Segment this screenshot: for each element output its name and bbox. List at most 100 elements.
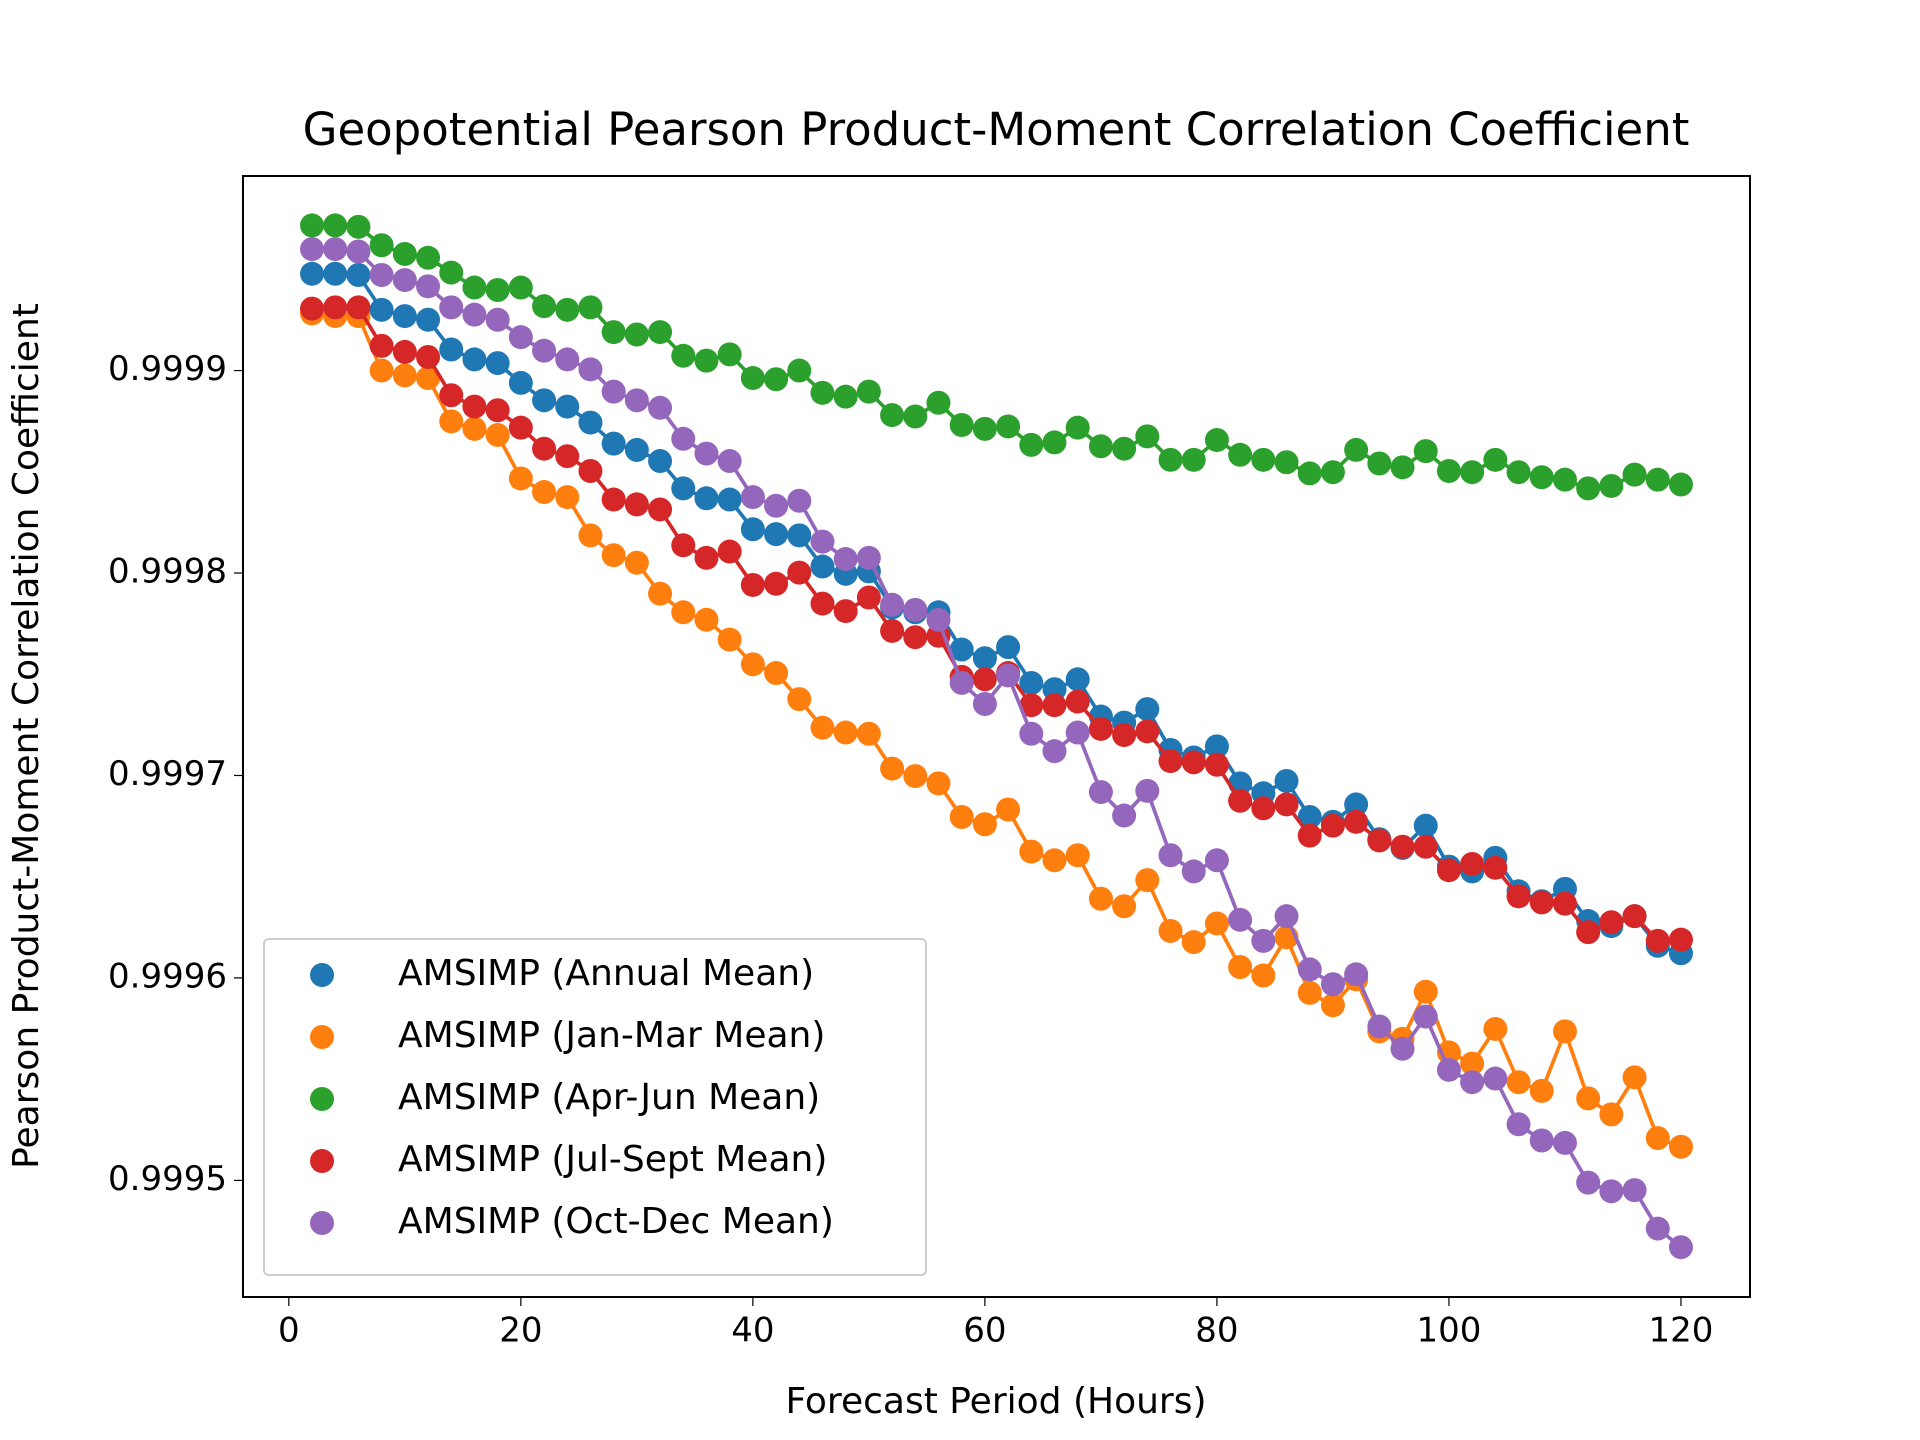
data-point	[926, 771, 951, 796]
data-point	[1274, 450, 1299, 475]
data-point	[416, 274, 441, 299]
data-point	[717, 539, 742, 564]
data-point	[1320, 460, 1345, 485]
data-point	[555, 394, 580, 419]
legend-marker	[310, 1211, 334, 1235]
data-point	[1204, 848, 1229, 873]
data-point	[1042, 739, 1067, 764]
data-point	[439, 337, 464, 362]
data-point	[1228, 442, 1253, 467]
data-point	[532, 436, 557, 461]
data-point	[1251, 928, 1276, 953]
data-point	[648, 395, 673, 420]
legend-marker	[310, 1087, 334, 1111]
data-point	[694, 441, 719, 466]
data-point	[1135, 697, 1160, 722]
data-point	[972, 646, 997, 671]
data-point	[624, 437, 649, 462]
data-point	[1576, 920, 1601, 945]
data-point	[392, 304, 417, 329]
data-point	[392, 241, 417, 266]
data-point	[1599, 1102, 1624, 1127]
data-point	[624, 388, 649, 413]
data-point	[1228, 954, 1253, 979]
data-point	[578, 410, 603, 435]
y-tick-label: 0.9996	[108, 956, 227, 996]
data-point	[369, 358, 394, 383]
data-point	[532, 294, 557, 319]
data-point	[532, 338, 557, 363]
data-point	[1065, 689, 1090, 714]
data-point	[369, 233, 394, 258]
data-point	[1274, 904, 1299, 929]
data-point	[555, 297, 580, 322]
data-point	[810, 554, 835, 579]
data-point	[996, 663, 1021, 688]
axes-frame	[242, 175, 1751, 1298]
data-point	[1460, 460, 1485, 485]
data-point	[1413, 813, 1438, 838]
data-point	[1088, 780, 1113, 805]
data-point	[1065, 667, 1090, 692]
data-point	[671, 476, 696, 501]
data-point	[578, 523, 603, 548]
x-tick-label: 20	[499, 1311, 542, 1351]
data-point	[810, 715, 835, 740]
data-point	[485, 307, 510, 332]
data-point	[717, 627, 742, 652]
data-point	[601, 543, 626, 568]
data-point	[1204, 734, 1229, 759]
data-point	[787, 358, 812, 383]
data-point	[1088, 716, 1113, 741]
data-point	[601, 431, 626, 456]
data-point	[1645, 467, 1670, 492]
data-point	[416, 344, 441, 369]
data-point	[439, 409, 464, 434]
data-point	[1529, 1078, 1554, 1103]
data-point	[1460, 851, 1485, 876]
data-point	[810, 591, 835, 616]
data-point	[740, 485, 765, 510]
data-point	[1228, 788, 1253, 813]
data-point	[624, 322, 649, 347]
data-point	[996, 797, 1021, 822]
data-point	[880, 592, 905, 617]
data-point	[1019, 693, 1044, 718]
data-point	[1135, 778, 1160, 803]
data-point	[764, 661, 789, 686]
data-point	[439, 295, 464, 320]
data-point	[508, 415, 533, 440]
data-point	[346, 214, 371, 239]
data-point	[1042, 693, 1067, 718]
data-point	[996, 635, 1021, 660]
data-point	[740, 517, 765, 542]
data-point	[1320, 993, 1345, 1018]
data-point	[1019, 721, 1044, 746]
data-point	[1622, 1178, 1647, 1203]
data-point	[346, 295, 371, 320]
data-point	[300, 237, 325, 262]
data-point	[1599, 910, 1624, 935]
data-point	[1019, 432, 1044, 457]
data-point	[1344, 792, 1369, 817]
data-point	[717, 449, 742, 474]
data-point	[624, 492, 649, 517]
data-point	[694, 607, 719, 632]
data-point	[1576, 1170, 1601, 1195]
data-point	[1622, 1065, 1647, 1090]
data-point	[1135, 424, 1160, 449]
data-point	[1158, 843, 1183, 868]
data-point	[323, 213, 348, 238]
data-point	[1065, 720, 1090, 745]
data-point	[926, 390, 951, 415]
data-point	[1181, 930, 1206, 955]
legend-label: AMSIMP (Apr-Jun Mean)	[398, 1077, 820, 1118]
data-point	[300, 296, 325, 321]
chart-title: Geopotential Pearson Product-Moment Corr…	[303, 103, 1690, 156]
legend-label: AMSIMP (Annual Mean)	[398, 953, 814, 994]
data-point	[1158, 447, 1183, 472]
data-point	[1228, 907, 1253, 932]
data-point	[833, 599, 858, 624]
data-point	[671, 533, 696, 558]
